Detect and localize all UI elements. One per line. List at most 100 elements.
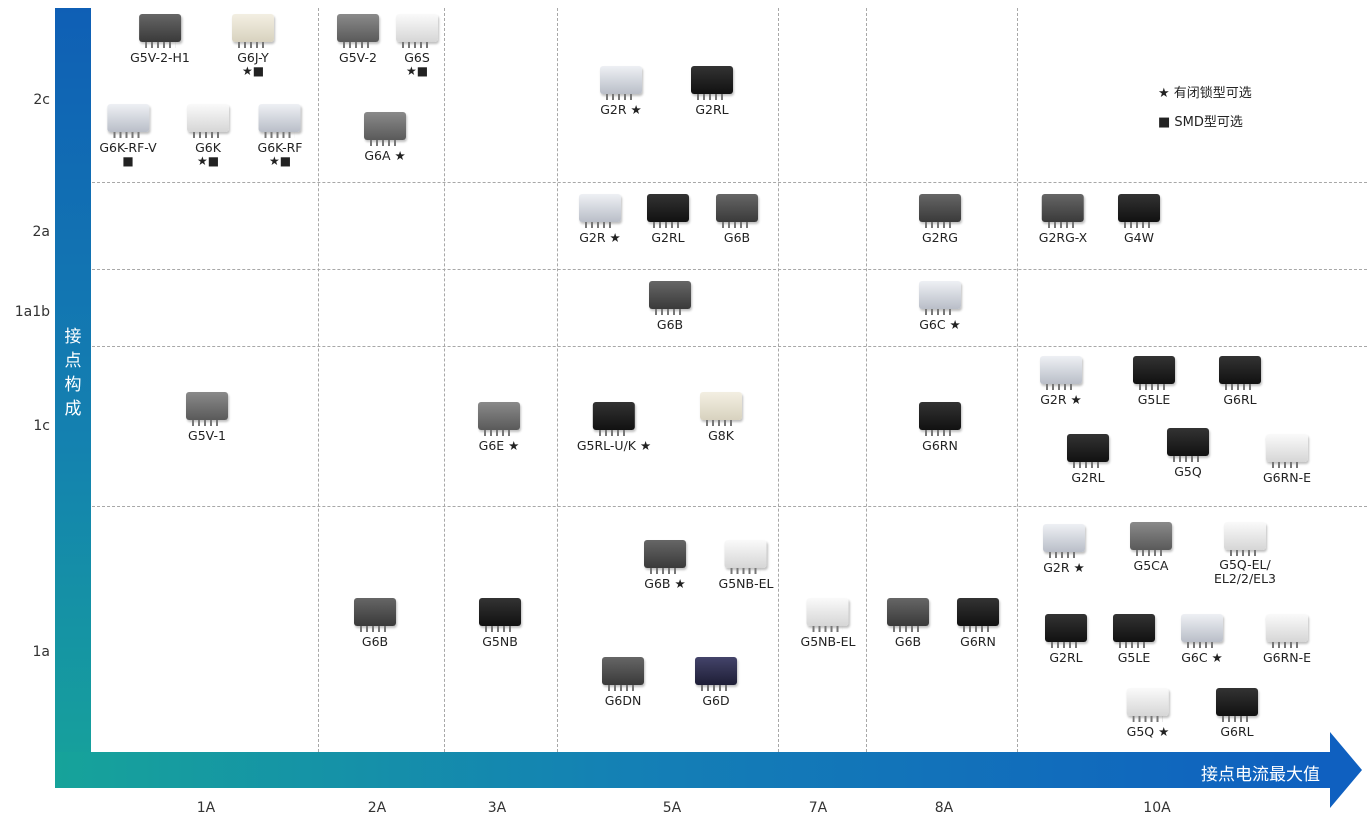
- relay-name: G6J-Y: [237, 50, 269, 65]
- column-label-1a: 1A: [196, 800, 216, 816]
- legend-latching: ★ 有闭锁型可选: [1158, 86, 1252, 101]
- column-label-5a: 5A: [662, 800, 682, 816]
- relay-item: G2RL: [647, 194, 689, 245]
- relay-item: G6RL: [1216, 688, 1258, 739]
- row-label-1a1b: 1a1b: [14, 304, 50, 320]
- row-label-2a: 2a: [32, 224, 51, 240]
- relay-image-icon: [1043, 524, 1085, 558]
- relay-name: G6S: [404, 50, 430, 65]
- relay-image-icon: [138, 14, 181, 48]
- relay-name: G5NB: [482, 634, 518, 649]
- relay-option-symbols: ★■: [405, 64, 429, 78]
- relay-item: G5NB-EL: [718, 540, 774, 591]
- relay-image-icon: [579, 194, 621, 228]
- relay-image-icon: [691, 66, 733, 100]
- relay-item: G5CA: [1130, 522, 1172, 573]
- grid-divider: [92, 346, 1367, 347]
- relay-name: G6K-RF: [257, 140, 303, 155]
- relay-name: G5Q: [1174, 464, 1202, 479]
- relay-name: G2R ★: [1043, 560, 1085, 575]
- grid-divider: [1017, 8, 1018, 752]
- relay-image-icon: [919, 194, 961, 228]
- relay-item: G6RN-E: [1263, 614, 1311, 665]
- grid-divider: [778, 8, 779, 752]
- relay-item: G5RL-U/K ★: [577, 402, 651, 453]
- x-axis-arrow-icon: [1330, 732, 1362, 808]
- relay-item: G6B ★: [644, 540, 686, 591]
- relay-image-icon: [592, 402, 635, 436]
- grid-divider: [444, 8, 445, 752]
- relay-image-icon: [186, 392, 228, 426]
- relay-item: G5V-2: [337, 14, 379, 65]
- relay-image-icon: [479, 598, 521, 632]
- relay-image-icon: [1266, 614, 1308, 648]
- relay-image-icon: [716, 194, 758, 228]
- relay-item: G2R ★: [579, 194, 621, 245]
- relay-name: G2R ★: [600, 102, 642, 117]
- relay-name: G4W: [1124, 230, 1154, 245]
- relay-option-symbols: ★■: [196, 154, 220, 168]
- relay-item: G5Q ★: [1127, 688, 1169, 739]
- relay-name: G6D: [702, 693, 730, 708]
- column-label-2a: 2A: [367, 800, 387, 816]
- relay-item: G5V-1: [186, 392, 228, 443]
- relay-item: G5NB-EL: [801, 598, 855, 649]
- relay-image-icon: [700, 392, 742, 426]
- column-label-8a: 8A: [934, 800, 954, 816]
- relay-item: G5Q-EL/ EL2/2/EL3: [1210, 522, 1280, 586]
- relay-item: G2RL: [691, 66, 733, 117]
- grid-divider: [92, 506, 1367, 507]
- relay-image-icon: [919, 402, 961, 436]
- relay-image-icon: [1224, 522, 1266, 556]
- relay-item: G2RL: [1067, 434, 1109, 485]
- relay-name: G6C ★: [919, 317, 961, 332]
- relay-option-symbols: ■: [122, 154, 134, 168]
- relay-image-icon: [647, 194, 689, 228]
- column-label-3a: 3A: [487, 800, 507, 816]
- relay-item: G6B: [887, 598, 929, 649]
- relay-item: G5LE: [1133, 356, 1175, 407]
- relay-name: G6RN: [960, 634, 996, 649]
- relay-image-icon: [1133, 356, 1175, 390]
- relay-image-icon: [602, 657, 644, 691]
- row-label-1c: 1c: [33, 418, 50, 434]
- relay-image-icon: [1113, 614, 1155, 648]
- relay-name: G6B: [656, 317, 684, 332]
- relay-image-icon: [478, 402, 520, 436]
- relay-image-icon: [354, 598, 396, 632]
- relay-name: G6A ★: [364, 148, 406, 163]
- relay-item: G6RN: [957, 598, 999, 649]
- grid-divider: [318, 8, 319, 752]
- relay-name: G6B: [361, 634, 389, 649]
- relay-name: G6RL: [1223, 392, 1257, 407]
- relay-image-icon: [1045, 614, 1087, 648]
- relay-image-icon: [649, 281, 691, 315]
- relay-item: G8K: [700, 392, 742, 443]
- relay-item: G6K-RF-V ■: [99, 104, 157, 168]
- relay-image-icon: [806, 598, 849, 632]
- relay-item: G6B: [716, 194, 758, 245]
- relay-item: G5NB: [479, 598, 521, 649]
- relay-name: G2R ★: [1040, 392, 1082, 407]
- relay-item: G2R ★: [1043, 524, 1085, 575]
- relay-item: G6S ★■: [396, 14, 438, 77]
- relay-name: G5V-2-H1: [130, 50, 190, 65]
- relay-name: G5NB-EL: [718, 576, 774, 591]
- relay-item: G6K-RF ★■: [257, 104, 303, 167]
- relay-item: G6RL: [1219, 356, 1261, 407]
- relay-name: G5LE: [1137, 392, 1171, 407]
- grid-divider: [557, 8, 558, 752]
- relay-name: G8K: [708, 428, 734, 443]
- relay-image-icon: [1042, 194, 1084, 228]
- relay-name: G2RL: [651, 230, 685, 245]
- relay-name: G5Q-EL/ EL2/2/EL3: [1213, 557, 1276, 586]
- relay-item: G6B: [354, 598, 396, 649]
- relay-name: G6RN-E: [1262, 650, 1312, 665]
- relay-item: G6RN: [919, 402, 961, 453]
- relay-image-icon: [887, 598, 929, 632]
- relay-item: G6A ★: [364, 112, 406, 163]
- relay-item: G6K ★■: [187, 104, 229, 167]
- relay-item: G6D: [695, 657, 737, 708]
- relay-item: G5Q: [1167, 428, 1209, 479]
- relay-name: G6B ★: [644, 576, 686, 591]
